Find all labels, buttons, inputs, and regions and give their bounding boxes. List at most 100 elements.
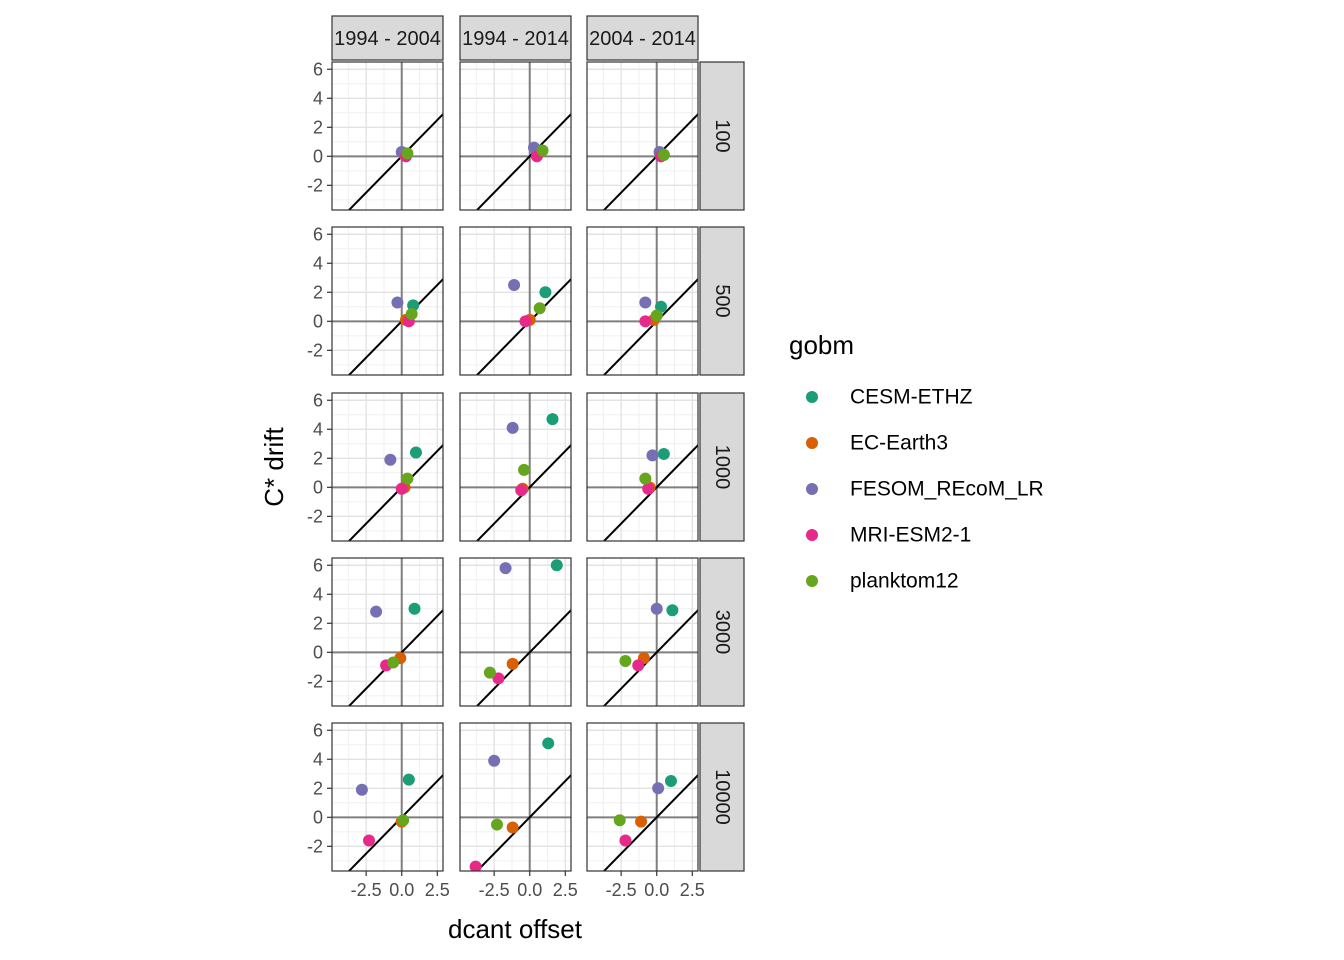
row-strip: 1000: [699, 392, 745, 542]
x-axis-title: dcant offset: [448, 914, 583, 944]
y-tick-label: 2: [313, 613, 323, 633]
column-strip-label: 2004 - 2014: [589, 28, 696, 50]
facet-row-strips: 100 500 1000 3000 10000: [699, 61, 745, 872]
panel-content: [332, 393, 443, 541]
point-planktom12: [401, 147, 414, 160]
point-FESOM_REcoM_LR: [355, 783, 368, 796]
x-tick-label: -2.5: [351, 880, 382, 900]
point-planktom12: [483, 666, 496, 679]
panel-content: [332, 558, 443, 706]
panel-content: [587, 393, 698, 541]
legend-item: planktom12: [806, 570, 959, 593]
point-planktom12: [639, 472, 652, 485]
point-FESOM_REcoM_LR: [499, 562, 512, 575]
panel-border: [586, 722, 699, 872]
legend-key: [806, 437, 818, 449]
panel-content: [587, 558, 698, 706]
legend-label: FESOM_REcoM_LR: [850, 478, 1044, 501]
point-planktom12: [518, 463, 531, 476]
legend-key: [806, 391, 818, 403]
y-tick-label: 4: [313, 749, 323, 769]
point-planktom12: [387, 656, 400, 669]
point-MRI-ESM2-1: [642, 482, 655, 495]
point-MRI-ESM2-1: [519, 315, 532, 328]
panel-border: [459, 392, 572, 542]
legend-label: MRI-ESM2-1: [850, 524, 971, 547]
point-CESM-ETHZ: [546, 413, 559, 426]
legend-key: [806, 483, 818, 495]
point-FESOM_REcoM_LR: [370, 605, 383, 618]
identity-line: [347, 443, 443, 541]
row-strip-label: 10000: [711, 769, 733, 825]
point-FESOM_REcoM_LR: [488, 754, 501, 767]
identity-line: [475, 773, 571, 871]
x-tick-label: -2.5: [606, 880, 637, 900]
point-planktom12: [613, 814, 626, 827]
point-MRI-ESM2-1: [363, 834, 375, 847]
identity-line: [602, 112, 698, 210]
y-tick-label: 0: [313, 807, 323, 827]
y-tick-label: 6: [313, 59, 323, 79]
facet-panel: [586, 722, 699, 872]
panel-border: [459, 557, 572, 707]
y-tick-label: 4: [313, 88, 323, 108]
legend-label: EC-Earth3: [850, 432, 948, 455]
column-strip: 1994 - 2014: [459, 15, 572, 61]
point-FESOM_REcoM_LR: [639, 296, 652, 309]
legend-label: planktom12: [850, 570, 959, 593]
panel-border: [331, 226, 444, 376]
x-tick-label: 2.5: [425, 880, 450, 900]
point-MRI-ESM2-1: [469, 860, 482, 871]
row-strip: 500: [699, 226, 745, 376]
panel-border: [586, 61, 699, 211]
legend-item: FESOM_REcoM_LR: [806, 478, 1044, 501]
identity-line: [475, 443, 571, 541]
point-CESM-ETHZ: [402, 773, 415, 786]
facet-panel: [459, 557, 572, 707]
point-CESM-ETHZ: [409, 446, 422, 459]
point-FESOM_REcoM_LR: [508, 279, 521, 292]
identity-line: [602, 773, 698, 871]
point-planktom12: [401, 472, 414, 485]
facet-panel: [459, 226, 572, 376]
point-FESOM_REcoM_LR: [384, 453, 397, 466]
point-MRI-ESM2-1: [515, 484, 528, 497]
y-tick-label: 2: [313, 448, 323, 468]
y-tick-label: -2: [307, 340, 323, 360]
y-tick-label: 0: [313, 642, 323, 662]
identity-line: [602, 443, 698, 541]
point-CESM-ETHZ: [539, 286, 552, 299]
column-strip: 1994 - 2004: [331, 15, 444, 61]
identity-line: [347, 608, 443, 706]
x-tick-label: 0.0: [644, 880, 669, 900]
y-tick-label: -2: [307, 836, 323, 856]
legend-item: CESM-ETHZ: [806, 386, 973, 409]
column-strip-label: 1994 - 2014: [462, 28, 569, 50]
panel-content: [332, 62, 443, 210]
panel-border: [331, 392, 444, 542]
facet-panel: [331, 722, 444, 872]
panel-border: [586, 557, 699, 707]
legend-title: gobm: [789, 330, 854, 360]
facet-panel: [586, 61, 699, 211]
row-strip-label: 500: [711, 284, 733, 317]
y-tick-label: -2: [307, 506, 323, 526]
panel-border: [331, 61, 444, 211]
row-strip: 3000: [699, 557, 745, 707]
point-planktom12: [533, 302, 546, 315]
column-strip-label: 1994 - 2004: [334, 28, 441, 50]
y-tick-label: 4: [313, 253, 323, 273]
facet-panel: [586, 557, 699, 707]
panel-content: [332, 723, 443, 871]
point-FESOM_REcoM_LR: [650, 602, 663, 615]
point-MRI-ESM2-1: [395, 482, 408, 495]
point-CESM-ETHZ: [657, 447, 670, 460]
facet-panel: [459, 61, 572, 211]
panel-content: [460, 558, 571, 706]
identity-line: [347, 112, 443, 210]
panel-content: [332, 227, 443, 375]
identity-line: [475, 112, 571, 210]
panel-content: [460, 393, 571, 541]
facet-panel: [586, 226, 699, 376]
panel-border: [459, 722, 572, 872]
